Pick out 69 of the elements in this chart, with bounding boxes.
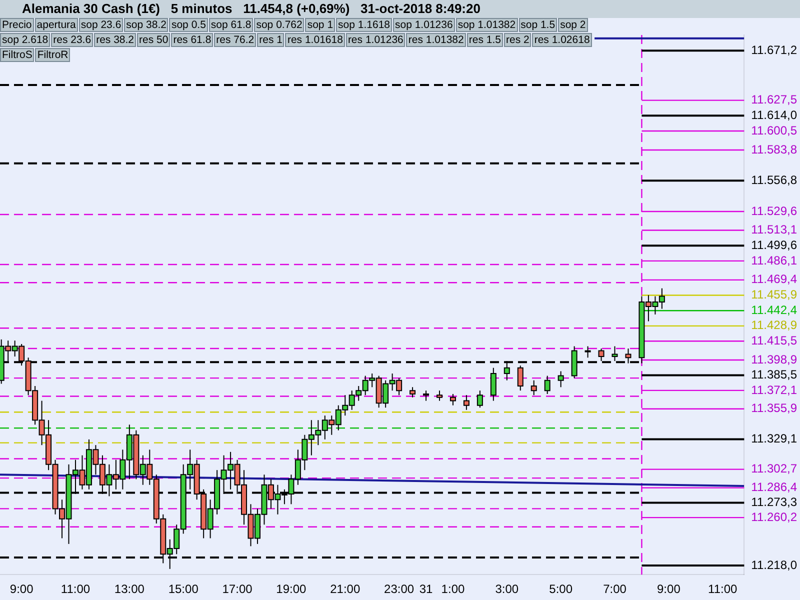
y-tick-label: 11.614,0 (751, 108, 798, 122)
y-tick-label: 11.671,2 (751, 42, 798, 57)
y-tick-label: 11.218,0 (751, 558, 798, 572)
x-tick-label: 21:00 (330, 582, 360, 596)
y-tick-label: 11.273,3 (751, 495, 798, 510)
x-tick-label: 17:00 (222, 582, 253, 596)
x-tick-label: 5:00 (549, 582, 573, 596)
x-tick-label: 11:00 (60, 582, 90, 596)
y-tick-label: 11.260,2 (751, 510, 798, 524)
y-tick-label: 11.329,1 (751, 432, 798, 446)
y-tick-label: 11.499,6 (751, 238, 798, 252)
annotation: res 38.2 (94, 33, 136, 47)
text: sop 23.6 (78, 18, 124, 32)
x-tick-label: 23:00 (384, 582, 414, 596)
annotation: res 1.01236 (346, 33, 406, 47)
annotation: res 61.8 (171, 33, 214, 47)
text: sop 2 (558, 18, 588, 32)
annotation: sop 2.618 (0, 33, 50, 47)
y-tick-label: 11.415,5 (751, 333, 798, 348)
text: sop 61.8 (208, 18, 254, 32)
y-tick-label: 11.583,8 (751, 142, 798, 156)
y-tick-label: 11.428,9 (751, 318, 798, 332)
text: sop 0.762 (254, 18, 304, 32)
annotation: res 1.01618 (285, 33, 345, 47)
annotation: res 1.5 (466, 33, 503, 47)
y-tick-label: 11.469,4 (751, 272, 798, 286)
x-tick-label: 7:00 (603, 582, 627, 596)
text: apertura (34, 18, 78, 32)
annotation: FiltroS (0, 48, 34, 62)
y-tick-label: 11.398,9 (751, 352, 798, 366)
x-tick-label: 15:00 (168, 582, 199, 596)
x-tick-label: 3:00 (495, 582, 519, 596)
annotation: res 1 (257, 33, 284, 47)
text: sop 1.1618 (336, 18, 392, 32)
y-tick-label: 11.627,5 (751, 92, 798, 107)
text: sop 38.2 (124, 18, 168, 32)
text: sop 1 (305, 18, 336, 32)
text: sop 0.5 (169, 18, 208, 32)
x-tick-label: 31 (419, 582, 434, 596)
text: Precio (0, 18, 34, 32)
annotation: res 1.01382 (406, 33, 466, 47)
x-tick-label: 19:00 (276, 582, 307, 596)
y-tick-label: 11.385,5 (751, 368, 798, 382)
y-tick-label: 11.302,7 (751, 462, 798, 476)
annotation: res 76.2 (214, 33, 256, 47)
y-tick-label: 11.372,1 (751, 382, 798, 397)
y-tick-label: 11.600,5 (751, 123, 798, 138)
y-tick-label: 11.442,4 (751, 302, 798, 317)
y-tick-label: 11.556,8 (751, 172, 798, 187)
annotation: FiltroR (35, 48, 70, 62)
x-tick-label: 13:00 (114, 582, 145, 596)
x-tick-label: 9:00 (657, 582, 681, 596)
annotation: res 50 (137, 33, 170, 47)
text: sop 1.01236 (393, 18, 455, 32)
y-tick-label: 11.513,1 (751, 222, 798, 237)
y-tick-label: 11.486,1 (751, 253, 798, 268)
y-tick-label: 11.455,9 (751, 288, 798, 302)
annotation: res 2 (504, 33, 532, 47)
y-tick-label: 11.529,6 (751, 204, 798, 218)
x-tick-label: 1:00 (441, 582, 465, 596)
x-tick-label: 9:00 (10, 582, 34, 596)
x-tick-label: 11:00 (708, 582, 738, 596)
chart-title: Alemania 30 Cash (1€) 5 minutos 11.454,8 (+0,69%) 31-oct-2018 8:49:20 (0, 0, 800, 18)
text: sop 1.01382 (456, 18, 518, 32)
annotation: res 23.6 (51, 33, 94, 47)
y-tick-label: 11.355,9 (751, 401, 798, 416)
y-tick-label: 11.286,4 (751, 480, 798, 494)
annotation: res 1.02618 (532, 33, 592, 47)
text: sop 1.5 (518, 18, 558, 32)
